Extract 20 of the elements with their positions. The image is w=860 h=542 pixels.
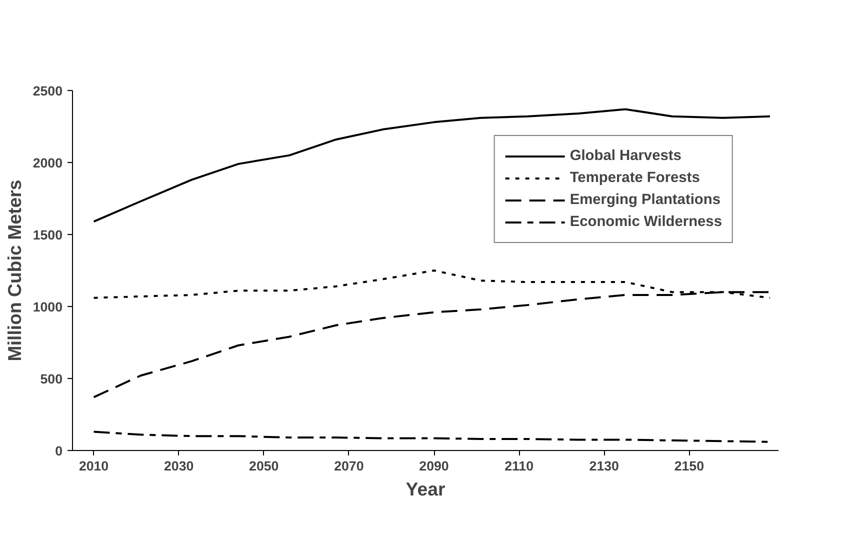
legend-label: Economic Wilderness	[570, 214, 722, 230]
legend-label: Emerging Plantations	[570, 192, 720, 208]
y-tick-label: 2000	[32, 156, 63, 170]
x-tick-label: 2110	[504, 458, 534, 474]
legend-label: Temperate Forests	[570, 170, 700, 186]
x-tick-label: 2130	[589, 458, 619, 474]
y-tick-label: 500	[40, 372, 63, 386]
x-tick-label: 2150	[674, 458, 704, 474]
x-tick-label: 2090	[419, 458, 449, 474]
y-tick-label: 2500	[32, 84, 63, 98]
x-tick-label: 2010	[78, 458, 109, 474]
x-axis-title: Year	[406, 478, 446, 500]
y-tick-label: 1500	[32, 228, 63, 242]
legend-label: Global Harvests	[570, 148, 682, 164]
x-tick-label: 2070	[334, 458, 364, 474]
y-tick-label: 0	[55, 444, 63, 458]
x-tick-label: 2030	[164, 458, 194, 474]
x-tick-label: 2050	[249, 458, 279, 474]
y-tick-label: 1000	[32, 300, 63, 314]
y-axis-title: Million Cubic Meters	[4, 180, 25, 362]
